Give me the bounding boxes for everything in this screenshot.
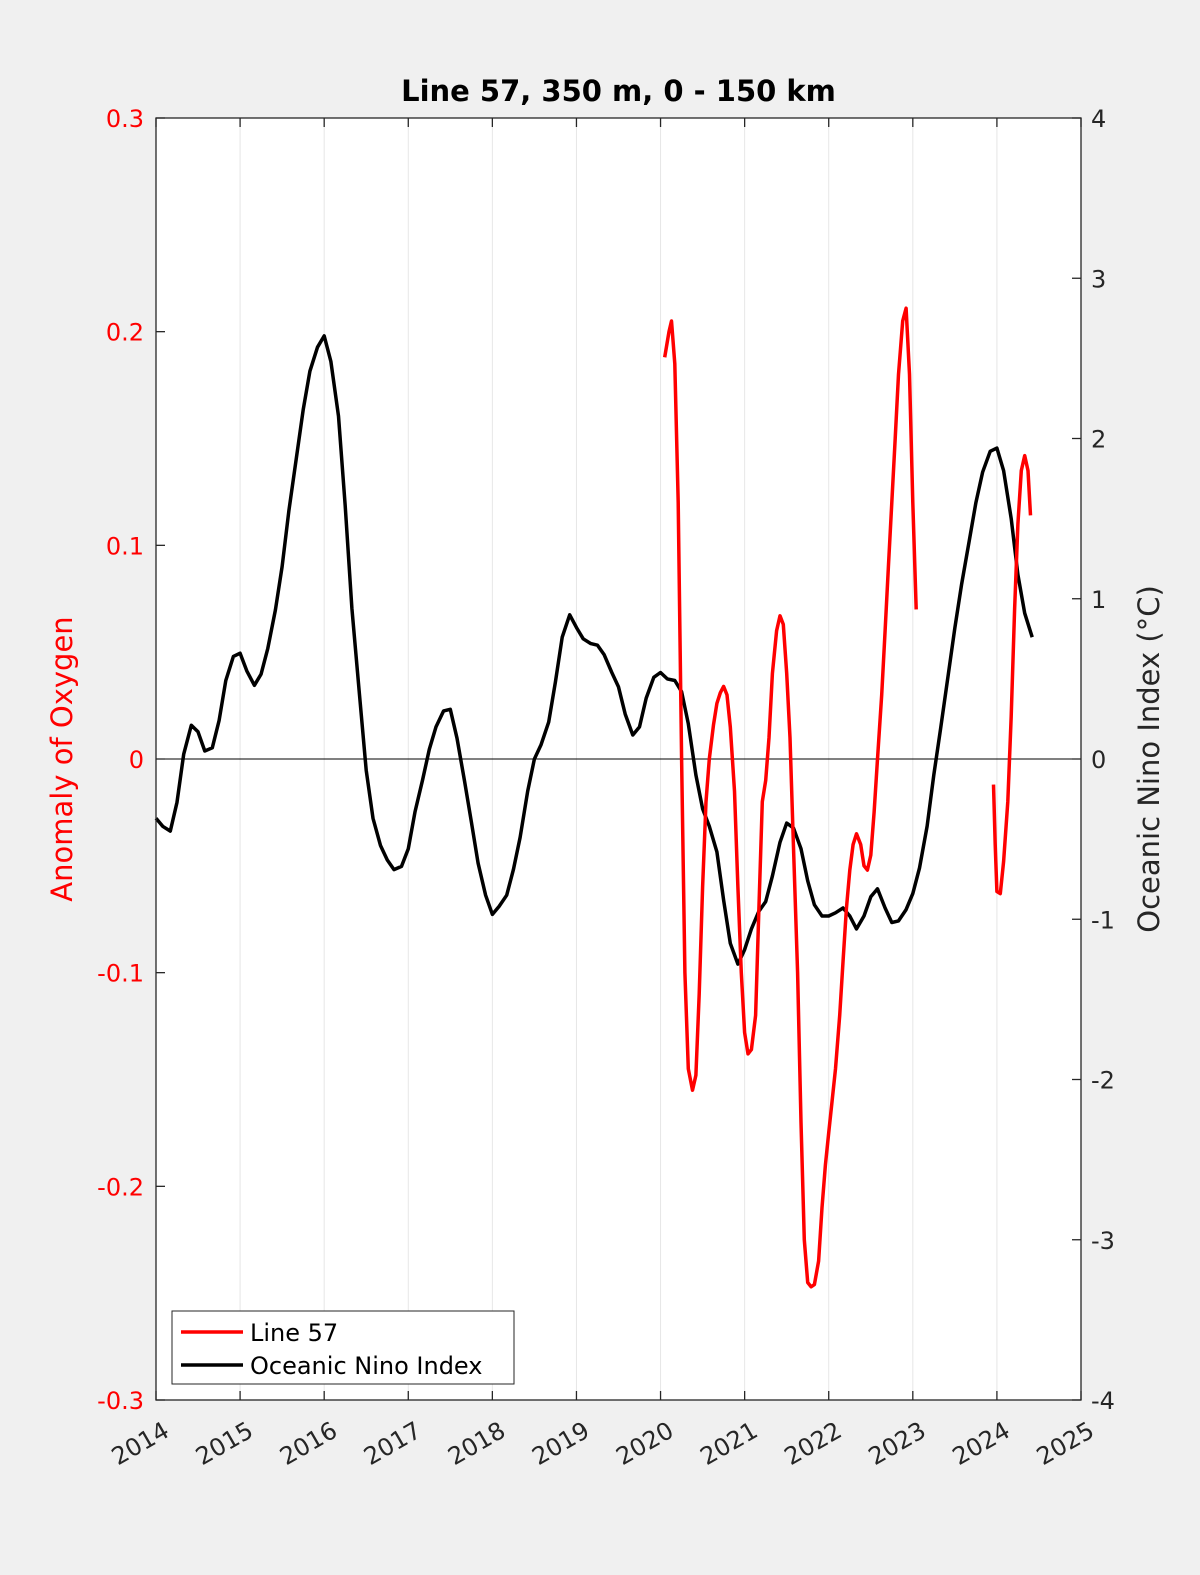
y-right-axis-label: Oceanic Nino Index (°C) bbox=[1132, 585, 1166, 933]
y-left-tick-label: -0.1 bbox=[97, 960, 144, 988]
y-left-tick-label: 0.1 bbox=[106, 532, 144, 560]
legend-oni-label: Oceanic Nino Index bbox=[250, 1352, 482, 1380]
y-left-axis-label: Anomaly of Oxygen bbox=[45, 616, 79, 901]
y-right-tick-label: -1 bbox=[1091, 906, 1115, 934]
oni-series-line bbox=[154, 334, 1034, 966]
y-left-tick-label: 0 bbox=[129, 746, 144, 774]
y-right-tick-label: -3 bbox=[1091, 1227, 1115, 1255]
series-layer bbox=[154, 306, 1034, 1289]
y-right-tick-label: 0 bbox=[1091, 746, 1106, 774]
y-right-tick-label: 3 bbox=[1091, 265, 1106, 293]
y-left-tick-label: -0.2 bbox=[97, 1173, 144, 1201]
legend-box bbox=[171, 1310, 515, 1385]
legend: Line 57 Oceanic Nino Index bbox=[171, 1310, 515, 1385]
chart-title: Line 57, 350 m, 0 - 150 km bbox=[401, 74, 836, 108]
line57-series-segment-2 bbox=[991, 453, 1033, 896]
y-right-tick-label: -4 bbox=[1091, 1387, 1115, 1415]
line57-series-segment-1 bbox=[662, 306, 918, 1289]
y-right-tick-label: 1 bbox=[1091, 586, 1106, 614]
y-left-tick-label: 0.3 bbox=[106, 105, 144, 133]
y-left-tick-label: 0.2 bbox=[106, 319, 144, 347]
y-right-tick-label: 4 bbox=[1091, 105, 1106, 133]
y-left-tick-label: -0.3 bbox=[97, 1387, 144, 1415]
y-right-tick-label: -2 bbox=[1091, 1067, 1115, 1095]
legend-line57-label: Line 57 bbox=[250, 1319, 338, 1347]
y-right-tick-label: 2 bbox=[1091, 426, 1106, 454]
